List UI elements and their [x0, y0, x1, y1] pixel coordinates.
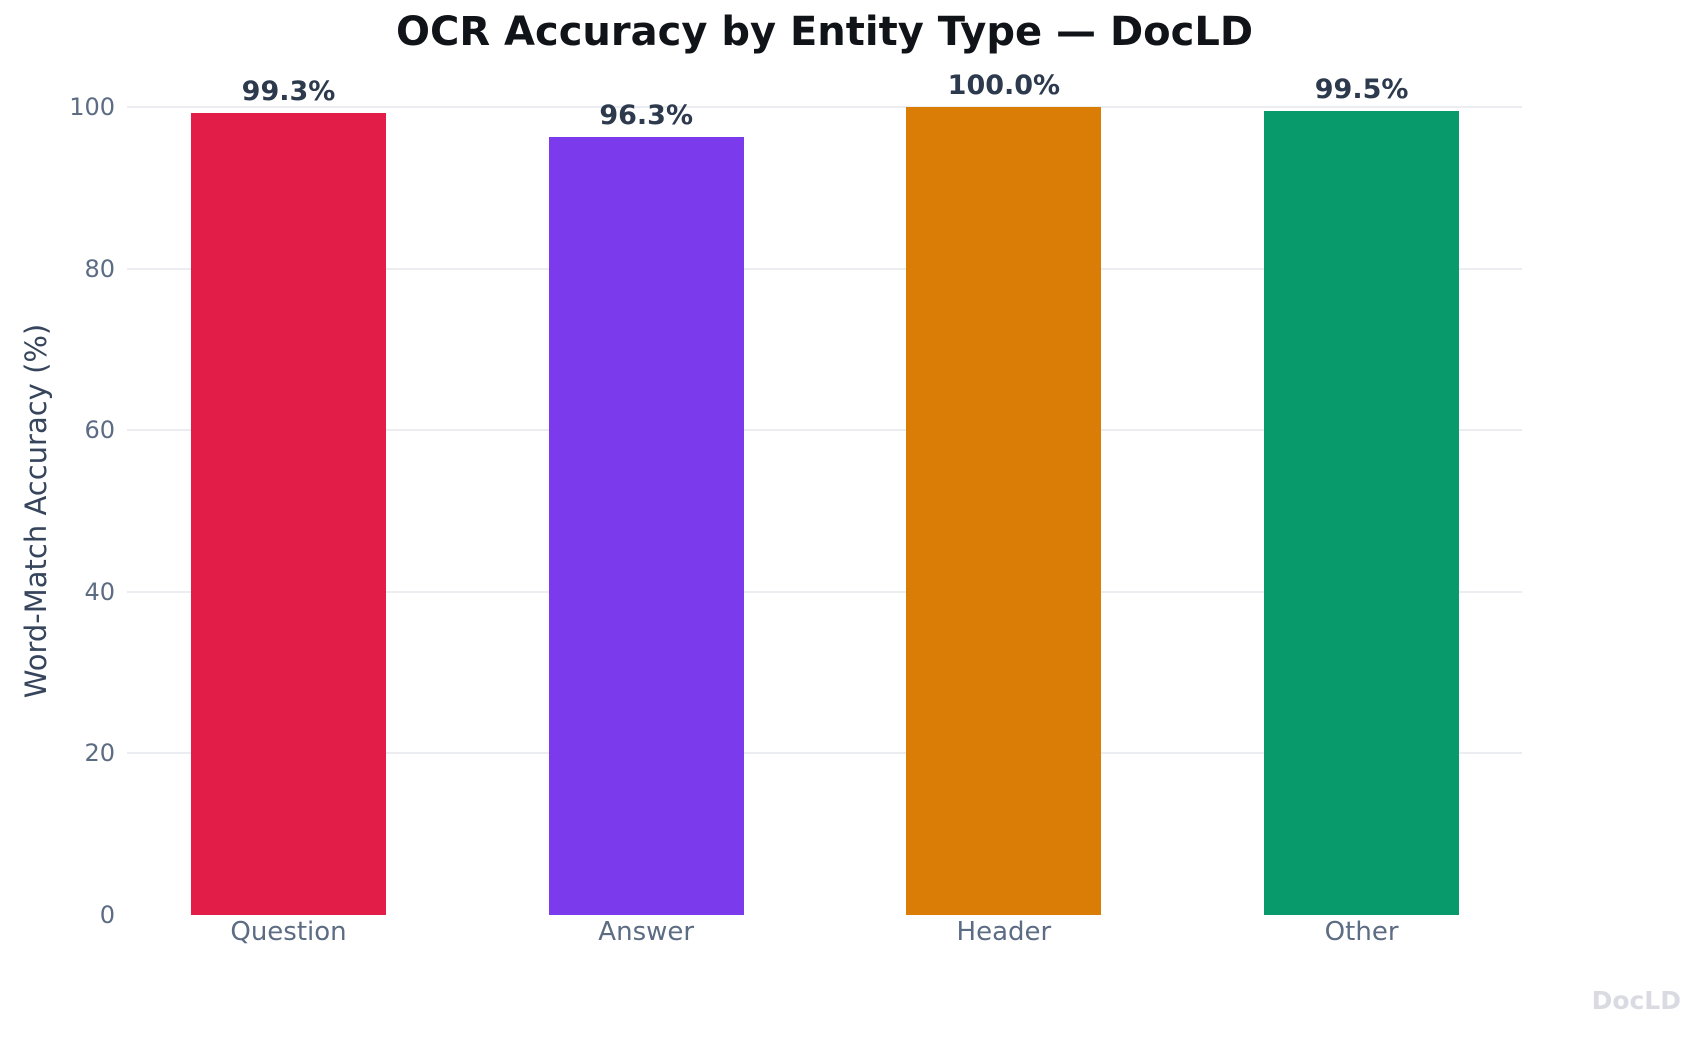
gridline-y-40	[127, 590, 1522, 593]
y-tick-label-40: 40	[84, 577, 115, 606]
y-tick-label-0: 0	[99, 901, 115, 929]
bar-value-label-header: 100.0%	[947, 70, 1061, 101]
x-tick-label-header: Header	[956, 917, 1052, 947]
bar-value-label-answer: 96.3%	[599, 99, 694, 131]
y-tick-label-20: 20	[84, 739, 115, 768]
y-tick-label-100: 100	[69, 93, 115, 121]
x-tick-label-question: Question	[230, 917, 347, 947]
gridline-y-60	[127, 429, 1522, 432]
x-tick-label-answer: Answer	[598, 917, 695, 947]
gridline-y-100	[127, 106, 1522, 108]
y-axis-title: Word-Match Accuracy (%)	[19, 323, 53, 699]
bar-answer	[548, 136, 744, 915]
y-tick-label-60: 60	[84, 416, 115, 445]
x-tick-label-other: Other	[1324, 917, 1399, 947]
chart-title: OCR Accuracy by Entity Type — DocLD	[395, 9, 1254, 55]
bar-header	[906, 107, 1102, 915]
bar-question	[191, 112, 386, 915]
watermark: DocLD	[1591, 986, 1681, 1015]
bar-value-label-other: 99.5%	[1314, 74, 1409, 106]
y-tick-label-80: 80	[84, 254, 115, 283]
bar-value-label-question: 99.3%	[241, 75, 336, 107]
gridline-y-20	[127, 752, 1522, 755]
bar-other	[1264, 111, 1460, 915]
gridline-y-80	[127, 267, 1522, 270]
